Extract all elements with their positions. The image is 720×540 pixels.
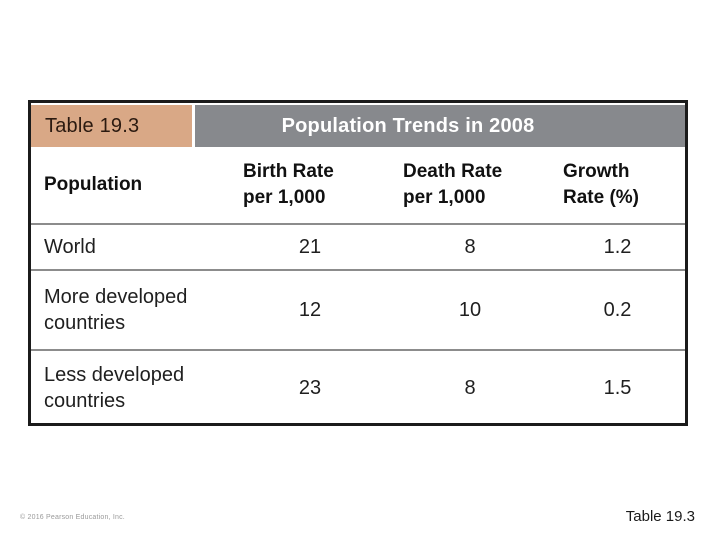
birth-rate-value: 12 [298,299,322,321]
population-table: Population Birth Rate per 1,000 Death Ra… [31,147,685,425]
growth-rate-value: 1.2 [603,236,632,258]
table-title-band: Table 19.3 Population Trends in 2008 [31,105,685,147]
table-row-more-developed: More developed countries 12 10 0.2 [31,270,685,350]
table-caption: Table 19.3 [625,508,695,525]
copyright-text: © 2016 Pearson Education, Inc. [20,514,125,521]
table-number-cell: Table 19.3 [31,105,192,147]
table-number-label: Table 19.3 [45,114,140,137]
table-figure: Table 19.3 Population Trends in 2008 Pop… [28,100,688,426]
title-band-divider [192,105,195,147]
birth-rate-value: 23 [298,377,322,399]
row-label: More developed countries [44,286,188,334]
column-header-birth-rate: Birth Rate per 1,000 [243,161,334,208]
growth-rate-value: 0.2 [603,299,632,321]
table-title-cell: Population Trends in 2008 [195,105,685,147]
row-label: World [44,236,96,258]
row-label: Less developed countries [44,364,185,412]
table-row-world: World 21 8 1.2 [31,224,685,270]
header-row: Population Birth Rate per 1,000 Death Ra… [31,147,685,224]
growth-rate-value: 1.5 [603,377,632,399]
death-rate-value: 10 [458,299,482,321]
column-header-death-rate: Death Rate per 1,000 [403,161,503,208]
column-header-population: Population [44,174,143,196]
table-title: Population Trends in 2008 [281,114,535,137]
table-row-less-developed: Less developed countries 23 8 1.5 [31,350,685,425]
death-rate-value: 8 [464,377,476,399]
birth-rate-value: 21 [298,236,322,258]
death-rate-value: 8 [464,236,476,258]
column-header-growth-rate: Growth Rate (%) [563,161,640,208]
